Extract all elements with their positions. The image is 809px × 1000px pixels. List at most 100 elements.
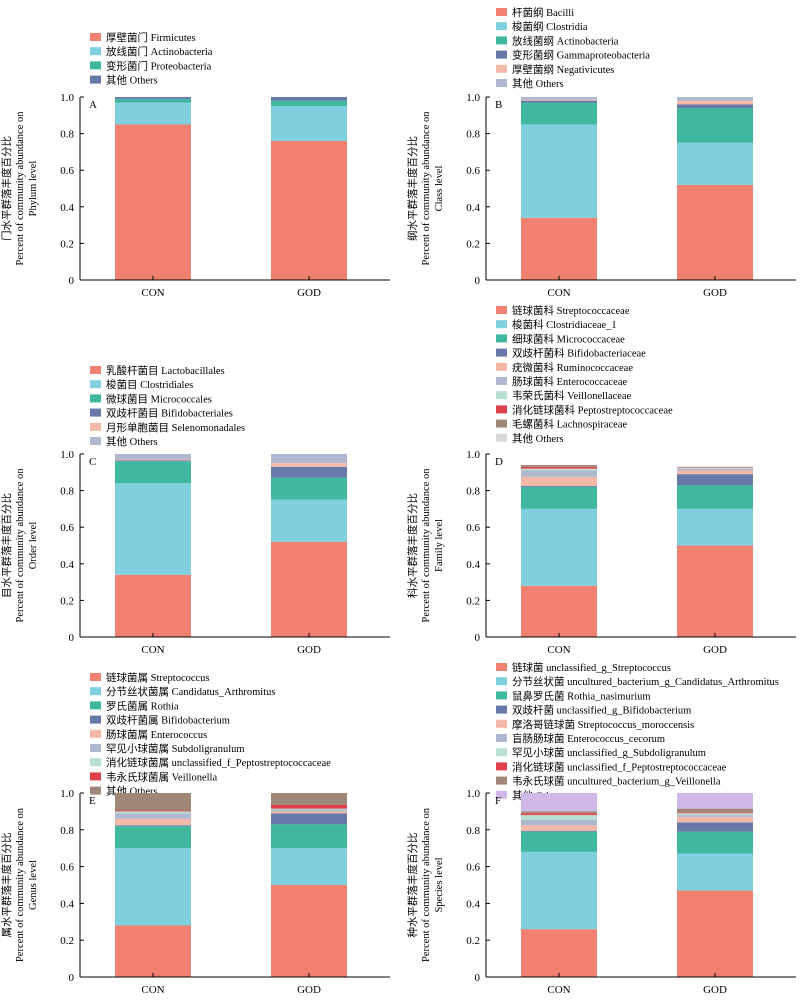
y-axis-label-cn: 科水平群落丰度百分比	[406, 493, 419, 598]
bar-segment	[115, 459, 191, 461]
y-axis-label: 目水平群落丰度百分比 Percent of community abundance…	[0, 468, 39, 623]
bar-segment	[115, 826, 191, 849]
bar-segment	[271, 100, 347, 107]
bar-segment	[115, 454, 191, 460]
legend-label: 盲肠肠球菌 Enterococcus_cecorum	[512, 732, 665, 745]
bar-segment	[521, 819, 597, 826]
bar-segment	[677, 853, 753, 891]
legend-label: 其他 Others	[512, 432, 564, 445]
bar-segment	[677, 468, 753, 471]
bar-segment	[271, 813, 347, 825]
bar-segment	[115, 793, 191, 811]
legend-swatch	[90, 687, 101, 696]
y-tick-label: 0.2	[466, 238, 480, 250]
y-axis-label-en: Percent of community abundance on	[15, 468, 26, 623]
y-axis-label-cn: 纲水平群落丰度百分比	[406, 136, 419, 241]
y-tick-label: 0.4	[60, 898, 74, 910]
bar-segment	[677, 100, 753, 105]
y-axis-label-level: Family level	[434, 519, 445, 572]
bar-segment	[521, 102, 597, 125]
y-tick-label: 0.6	[466, 165, 480, 177]
bar-segment	[677, 470, 753, 475]
bar-segment	[271, 463, 347, 467]
bar-segment	[521, 124, 597, 218]
bar-segment	[677, 184, 753, 280]
x-tick-label: CON	[547, 984, 570, 996]
bar-segment	[271, 793, 347, 805]
y-axis-label-cn: 种水平群落丰度百分比	[406, 833, 419, 938]
bar-segment	[271, 804, 347, 809]
bar-segment	[521, 508, 597, 586]
bar-segment	[521, 464, 597, 467]
bar-segment	[271, 811, 347, 814]
legend-label: 厚壁菌门 Firmicutes	[106, 31, 196, 44]
legend-swatch	[90, 394, 101, 403]
y-axis-label: 属水平群落丰度百分比 Percent of community abundance…	[0, 807, 39, 962]
y-tick-label: 0.8	[60, 486, 74, 498]
y-axis-label-cn: 门水平群落丰度百分比	[0, 136, 13, 241]
panel-letter: D	[495, 456, 503, 468]
bar-segment	[271, 477, 347, 500]
x-tick-label: CON	[547, 287, 570, 299]
bar-segment	[521, 811, 597, 814]
bar-segment	[677, 508, 753, 546]
y-tick-label: 0.8	[466, 129, 480, 141]
y-axis-label-en: Percent of community abundance on	[15, 111, 26, 266]
y-tick-label: 0	[475, 275, 481, 287]
legend-label: 双歧杆菌属 Bifidobacterium	[106, 714, 230, 727]
y-tick-label: 0.8	[60, 129, 74, 141]
legend-swatch	[496, 334, 507, 343]
y-axis-label: 种水平群落丰度百分比 Percent of community abundance…	[406, 807, 445, 962]
legend-label: 韦永氏球菌 uncultured_bacterium_g_Veillonella	[512, 775, 721, 788]
legend-label: 摩洛哥链球菌 Streptococcus_moroccensis	[512, 718, 694, 731]
bar-segment	[521, 100, 597, 103]
bar-segment	[115, 848, 191, 926]
legend-label: 双歧杆菌 unclassified_g_Bifidobacterium	[512, 704, 691, 717]
bar-segment	[677, 890, 753, 977]
bar-segment	[271, 808, 347, 810]
legend-swatch	[496, 776, 507, 785]
bar-segment	[115, 813, 191, 819]
legend-swatch	[496, 22, 507, 31]
y-axis-label-cn: 目水平群落丰度百分比	[0, 493, 13, 598]
y-tick-label: 1.0	[60, 449, 74, 461]
x-tick-label: CON	[141, 287, 164, 299]
y-axis-label-level: Genus level	[28, 860, 39, 910]
y-tick-label: 0.8	[466, 825, 480, 837]
bar-segment	[677, 812, 753, 814]
legend-label: 消化链球菌 unclassified_f_Peptostreptococcace…	[512, 760, 727, 773]
legend-label: 消化链球菌科 Peptostreptococcaceae	[512, 403, 673, 416]
legend-label: 梭菌目 Clostridiales	[106, 378, 193, 391]
bar-segment	[521, 97, 597, 100]
legend-swatch	[90, 744, 101, 752]
y-tick-label: 1.0	[60, 92, 74, 104]
x-tick-label: GOD	[297, 644, 321, 656]
legend-swatch	[90, 408, 101, 417]
bar-segment	[521, 830, 597, 832]
bar-segment	[271, 499, 347, 542]
bar-segment	[521, 825, 597, 831]
legend-label: 放线菌门 Actinobacteria	[106, 45, 213, 58]
x-tick-label: GOD	[703, 984, 727, 996]
legend-label: 疣微菌科 Ruminococcaceae	[512, 361, 633, 374]
bar-segment	[271, 97, 347, 101]
bar-segment	[521, 217, 597, 280]
legend-swatch	[90, 75, 101, 84]
bar-segment	[271, 848, 347, 885]
bar-segment	[271, 824, 347, 849]
y-tick-label: 1.0	[60, 788, 74, 800]
y-axis-label: 门水平群落丰度百分比 Percent of community abundance…	[0, 111, 39, 266]
legend-label: 肠球菌属 Enterococcus	[106, 728, 207, 741]
legend-label: 罕见小球菌 unclassified_g_Subdoligranulum	[512, 746, 706, 759]
x-tick-label: GOD	[703, 644, 727, 656]
legend-swatch	[496, 50, 507, 59]
bar-segment	[521, 585, 597, 637]
legend-swatch	[496, 433, 507, 442]
legend-label: 双歧杆菌目 Bifidobacteriales	[106, 407, 233, 420]
legend-swatch	[496, 64, 507, 73]
legend-swatch	[496, 719, 507, 728]
